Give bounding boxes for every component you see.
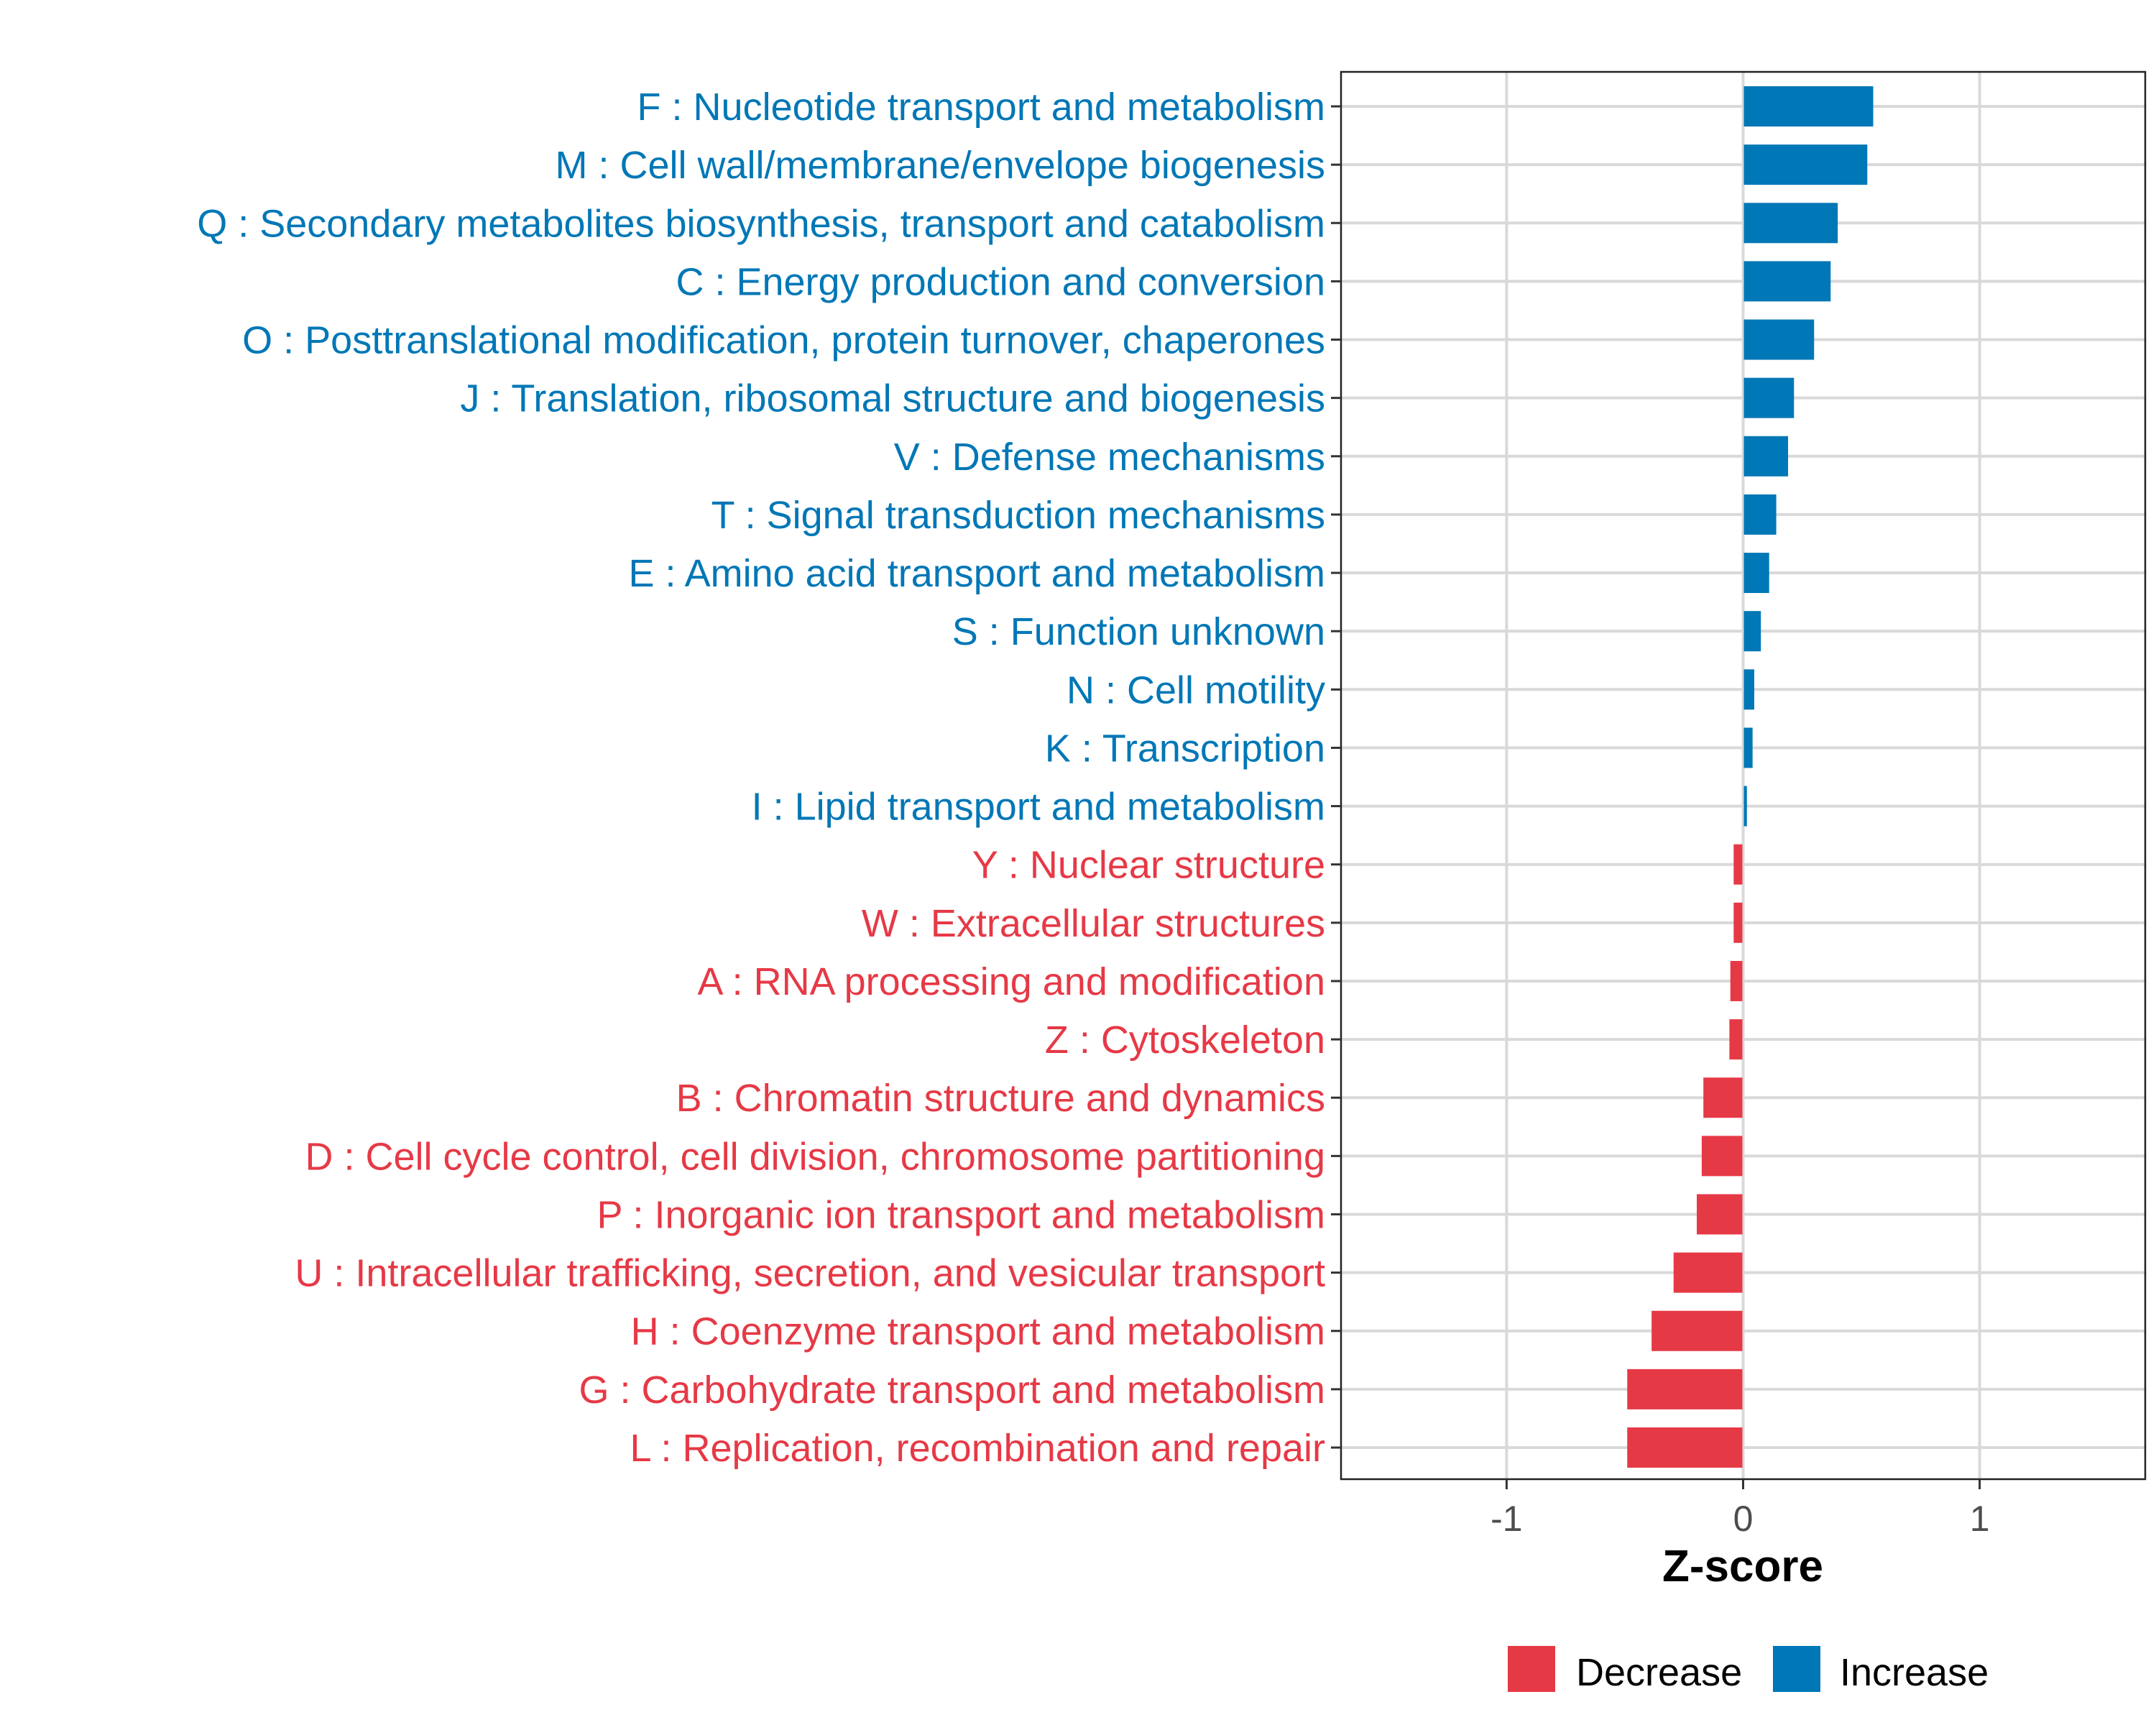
category-label: N : Cell motility: [1067, 668, 1325, 712]
bar-Y: [1733, 844, 1743, 885]
category-label: Z : Cytoskeleton: [1045, 1018, 1325, 1062]
category-label: M : Cell wall/membrane/envelope biogenes…: [555, 144, 1325, 187]
category-label: D : Cell cycle control, cell division, c…: [305, 1135, 1325, 1178]
category-label: A : RNA processing and modification: [698, 960, 1325, 1003]
bar-I: [1743, 786, 1747, 827]
bar-J: [1743, 377, 1795, 418]
bar-N: [1743, 669, 1754, 710]
bar-M: [1743, 144, 1868, 185]
bar-H: [1651, 1310, 1743, 1351]
category-label: T : Signal transduction mechanisms: [711, 494, 1325, 537]
bar-W: [1733, 902, 1743, 943]
bar-K: [1743, 727, 1753, 768]
category-label: O : Posttranslational modification, prot…: [242, 319, 1325, 362]
category-label: C : Energy production and conversion: [676, 260, 1325, 303]
x-axis-ticks: -1 0 1: [1491, 1479, 1990, 1539]
category-labels: F : Nucleotide transport and metabolism M…: [197, 86, 1341, 1470]
bar-E: [1743, 553, 1769, 594]
category-label: W : Extracellular structures: [862, 902, 1325, 945]
legend-swatch-increase: [1773, 1646, 1820, 1692]
x-axis-title: Z-score: [1662, 1542, 1823, 1591]
bar-D: [1701, 1136, 1743, 1177]
bar-V: [1743, 436, 1789, 477]
x-tick-label: 0: [1733, 1499, 1754, 1539]
bars: [1627, 72, 1874, 1479]
category-label: S : Function unknown: [952, 610, 1325, 653]
category-label: G : Carbohydrate transport and metabolis…: [579, 1368, 1326, 1412]
legend-swatch-decrease: [1508, 1646, 1555, 1692]
category-label: J : Translation, ribosomal structure and…: [460, 377, 1325, 420]
bar-Q: [1743, 203, 1838, 244]
category-label: B : Chromatin structure and dynamics: [676, 1077, 1325, 1120]
category-label: V : Defense mechanisms: [894, 436, 1325, 479]
category-label: Q : Secondary metabolites biosynthesis, …: [197, 202, 1325, 245]
bar-U: [1673, 1252, 1743, 1293]
bar-C: [1743, 261, 1831, 302]
category-label: K : Transcription: [1045, 727, 1325, 770]
legend: Decrease Increase: [1508, 1646, 1989, 1694]
category-label: F : Nucleotide transport and metabolism: [637, 86, 1325, 129]
category-label: H : Coenzyme transport and metabolism: [631, 1310, 1325, 1353]
bar-O: [1743, 319, 1815, 360]
bar-F: [1743, 86, 1874, 126]
bar-B: [1703, 1077, 1743, 1118]
category-label: U : Intracellular trafficking, secretion…: [295, 1252, 1325, 1295]
bar-A: [1730, 960, 1743, 1001]
bar-T: [1743, 494, 1777, 535]
x-tick-label: -1: [1491, 1499, 1522, 1539]
bar-Z: [1729, 1019, 1743, 1060]
x-tick-label: 1: [1970, 1499, 1990, 1539]
bar-G: [1627, 1368, 1743, 1409]
legend-label-increase: Increase: [1840, 1651, 1989, 1694]
category-label: I : Lipid transport and metabolism: [752, 786, 1325, 829]
category-label: P : Inorganic ion transport and metaboli…: [596, 1193, 1325, 1236]
category-label: L : Replication, recombination and repai…: [630, 1427, 1325, 1470]
bar-S: [1743, 611, 1761, 652]
bar-P: [1696, 1194, 1743, 1235]
category-label: Y : Nuclear structure: [972, 844, 1325, 887]
category-label: E : Amino acid transport and metabolism: [629, 552, 1325, 595]
legend-label-decrease: Decrease: [1576, 1651, 1742, 1694]
bar-L: [1627, 1427, 1743, 1468]
